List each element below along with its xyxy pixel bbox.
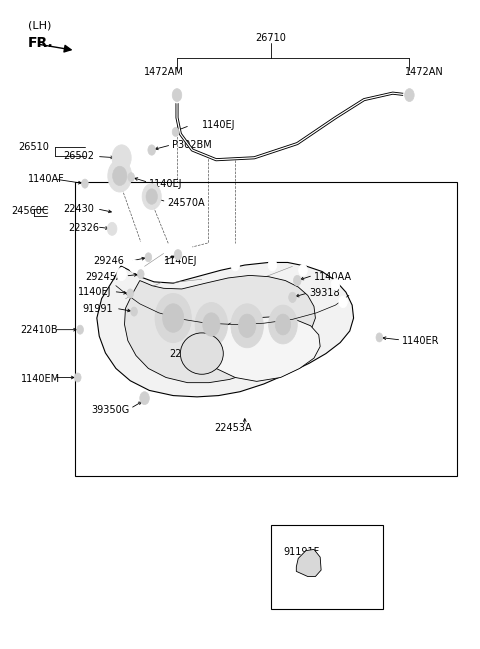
Circle shape bbox=[171, 88, 183, 103]
Circle shape bbox=[239, 314, 256, 337]
Circle shape bbox=[276, 314, 290, 335]
Text: 1140EJ: 1140EJ bbox=[149, 178, 183, 189]
Text: 91991: 91991 bbox=[83, 304, 113, 314]
Circle shape bbox=[155, 260, 163, 272]
Text: 22453A: 22453A bbox=[214, 423, 252, 433]
Text: 26710: 26710 bbox=[255, 33, 287, 43]
Circle shape bbox=[331, 278, 340, 290]
Text: 24560C: 24560C bbox=[11, 206, 48, 216]
Text: 24570A: 24570A bbox=[168, 198, 205, 208]
Circle shape bbox=[268, 259, 277, 271]
Circle shape bbox=[299, 264, 307, 276]
Text: FR.: FR. bbox=[28, 36, 53, 49]
Circle shape bbox=[148, 145, 156, 155]
Text: 1140EJ: 1140EJ bbox=[202, 121, 235, 130]
Circle shape bbox=[82, 179, 88, 188]
Circle shape bbox=[339, 296, 348, 308]
Text: 22326: 22326 bbox=[68, 223, 99, 232]
Text: 22430: 22430 bbox=[63, 204, 94, 214]
Circle shape bbox=[155, 293, 192, 343]
Circle shape bbox=[137, 269, 144, 278]
Text: 1140AF: 1140AF bbox=[28, 174, 64, 184]
Circle shape bbox=[405, 89, 414, 101]
Circle shape bbox=[113, 166, 127, 186]
Circle shape bbox=[145, 252, 152, 262]
Text: 1140AA: 1140AA bbox=[314, 272, 352, 282]
Text: 1472AM: 1472AM bbox=[144, 67, 183, 77]
Circle shape bbox=[163, 304, 184, 332]
Circle shape bbox=[128, 173, 134, 182]
Text: 26502: 26502 bbox=[63, 151, 95, 162]
Circle shape bbox=[195, 302, 228, 347]
Circle shape bbox=[288, 292, 296, 302]
Circle shape bbox=[146, 189, 157, 204]
Circle shape bbox=[172, 89, 182, 101]
Polygon shape bbox=[296, 550, 321, 576]
Circle shape bbox=[376, 333, 383, 342]
Circle shape bbox=[74, 373, 81, 382]
Text: 1140EJ: 1140EJ bbox=[164, 256, 197, 266]
Text: 22441P: 22441P bbox=[169, 349, 206, 360]
Circle shape bbox=[117, 267, 126, 280]
Circle shape bbox=[174, 249, 182, 260]
Polygon shape bbox=[124, 275, 315, 383]
Text: 39350G: 39350G bbox=[91, 405, 129, 415]
Text: 1140ER: 1140ER bbox=[402, 336, 440, 347]
Text: 91191F: 91191F bbox=[283, 547, 320, 557]
Circle shape bbox=[293, 275, 301, 286]
Circle shape bbox=[407, 92, 412, 98]
Circle shape bbox=[131, 307, 137, 316]
Circle shape bbox=[112, 145, 131, 171]
Circle shape bbox=[129, 260, 139, 273]
Polygon shape bbox=[209, 317, 320, 382]
Circle shape bbox=[175, 92, 180, 98]
Circle shape bbox=[269, 305, 297, 344]
Circle shape bbox=[77, 325, 84, 334]
Circle shape bbox=[203, 313, 220, 336]
Bar bbox=[271, 525, 383, 609]
Text: 1140EM: 1140EM bbox=[21, 374, 60, 384]
Text: 22410B: 22410B bbox=[21, 324, 58, 335]
Circle shape bbox=[404, 88, 415, 103]
Polygon shape bbox=[97, 262, 354, 397]
Circle shape bbox=[140, 392, 149, 404]
Circle shape bbox=[142, 184, 161, 210]
Bar bbox=[75, 182, 457, 476]
Circle shape bbox=[127, 289, 133, 298]
Circle shape bbox=[231, 304, 264, 348]
Circle shape bbox=[172, 127, 179, 136]
Text: (LH): (LH) bbox=[28, 21, 51, 31]
Circle shape bbox=[231, 259, 240, 271]
Text: 29245A: 29245A bbox=[85, 272, 122, 282]
Ellipse shape bbox=[180, 333, 223, 374]
Text: 1140EJ: 1140EJ bbox=[78, 288, 111, 297]
Text: P302BM: P302BM bbox=[172, 140, 212, 150]
Text: 1472AN: 1472AN bbox=[405, 67, 444, 77]
Circle shape bbox=[108, 223, 117, 236]
Text: 29246: 29246 bbox=[94, 256, 124, 266]
Text: 26510: 26510 bbox=[18, 141, 49, 152]
Circle shape bbox=[108, 160, 132, 192]
Text: 39318: 39318 bbox=[309, 289, 340, 299]
